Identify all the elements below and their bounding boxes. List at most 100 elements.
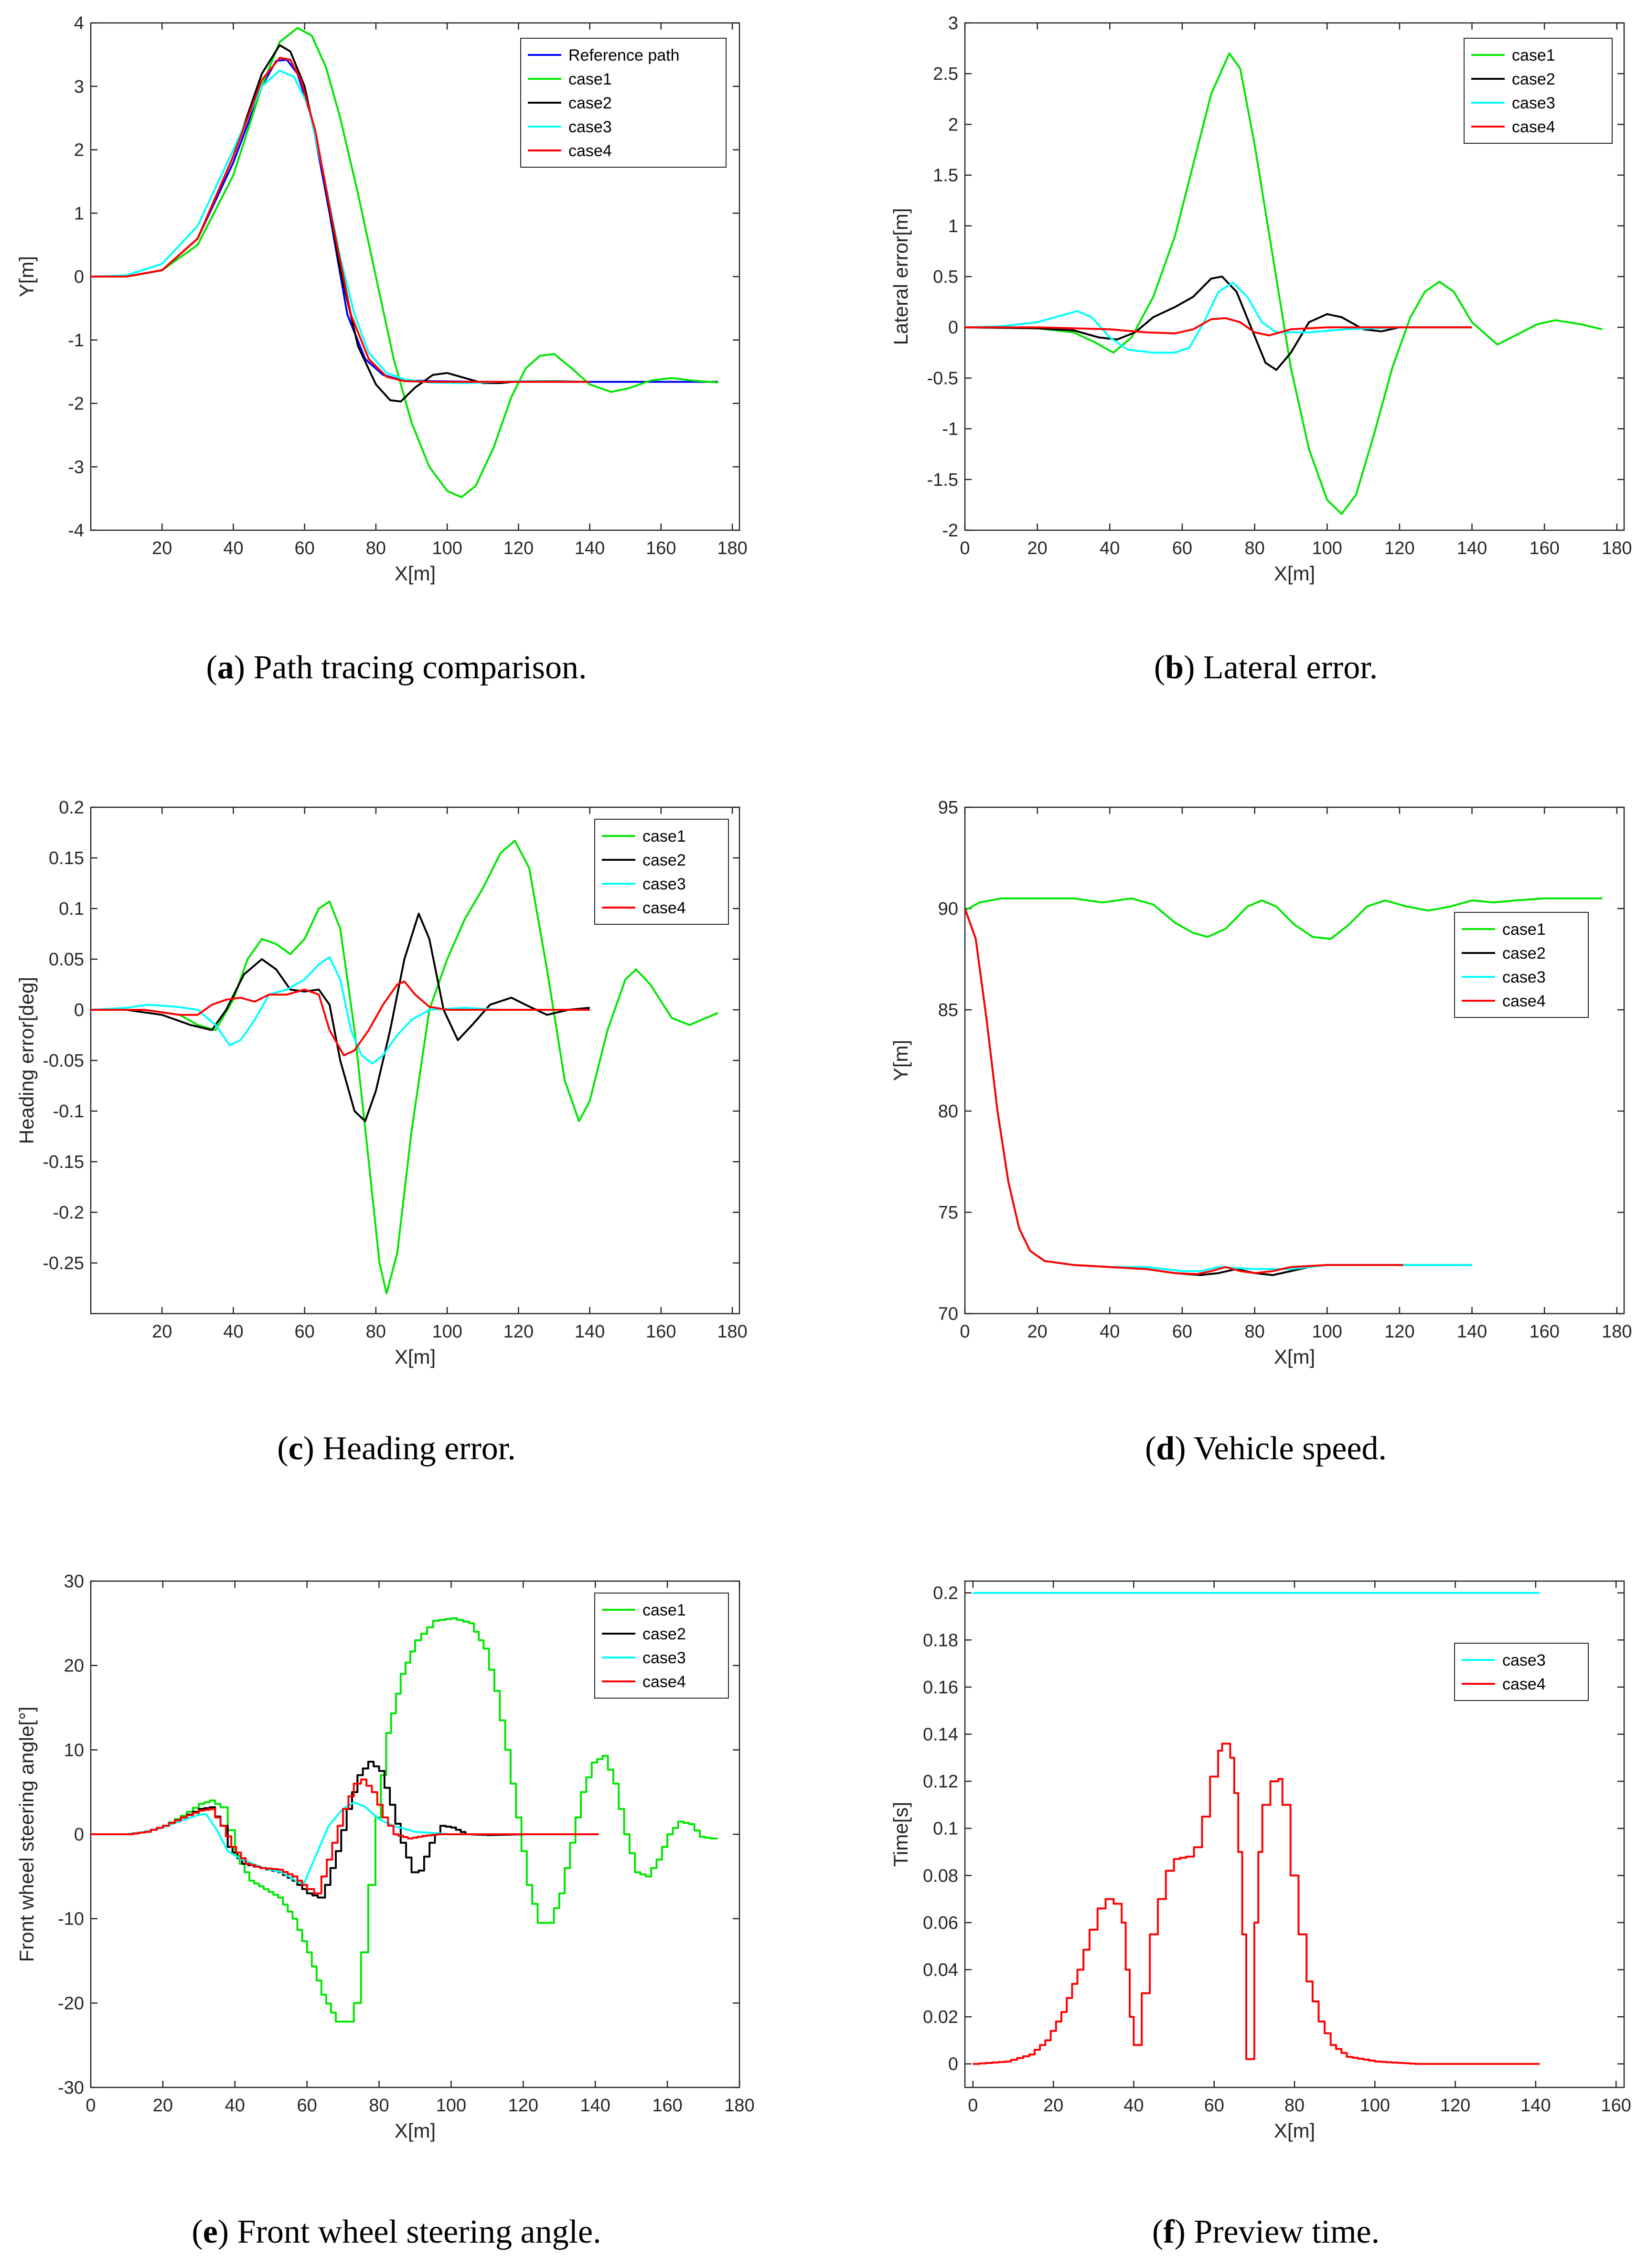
y-tick-label: -0.1 — [53, 1102, 84, 1122]
legend-label: case3 — [642, 875, 686, 893]
x-tick-label: 0 — [86, 2096, 96, 2116]
x-tick-label: 0 — [968, 2096, 978, 2116]
panel-b-lateral-error: 0 20 40 60 80 100 120 140 160 180 -2 -1.5 -1 -0.5 0 0.5… — [889, 13, 1632, 686]
caption-open-paren: ( — [192, 2214, 203, 2250]
caption-open-paren: ( — [1145, 1430, 1156, 1467]
figure-caption: (b) Lateral error. — [1154, 649, 1378, 686]
x-tick-label: 160 — [646, 1322, 676, 1342]
y-axis-label: Time[s] — [889, 1802, 912, 1867]
series-line-case1 — [965, 897, 1603, 940]
y-tick-label: 30 — [64, 1572, 84, 1592]
x-axis-label: X[m] — [395, 2119, 436, 2142]
x-tick-label: 100 — [432, 1322, 462, 1342]
y-tick-label: 0.15 — [49, 848, 84, 868]
x-tick-label: 0 — [960, 538, 970, 558]
y-tick-label: 80 — [938, 1102, 958, 1122]
y-tick-label: 95 — [938, 798, 958, 818]
legend-label: case1 — [642, 1601, 686, 1619]
x-tick-label: 0 — [960, 1322, 970, 1342]
panel-e-steering-angle: 0 20 40 60 80 100 120 140 160 180 -30 -20 -10 0 10 20 30… — [15, 1572, 755, 2250]
y-axis-label: Heading error[deg] — [15, 977, 38, 1144]
x-tick-label: 20 — [1043, 2096, 1063, 2116]
y-tick-label: -0.2 — [53, 1203, 84, 1223]
y-tick-label: -0.5 — [927, 368, 958, 388]
x-tick-label: 60 — [1204, 2096, 1224, 2116]
x-tick-label: 120 — [1384, 1322, 1414, 1342]
y-axis-label: Front wheel steering angle[°] — [15, 1706, 38, 1962]
figure-caption: (c) Heading error. — [277, 1430, 515, 1467]
legend-label: case3 — [1502, 1651, 1546, 1669]
x-tick-label: 140 — [1520, 2096, 1551, 2116]
x-tick-label: 40 — [225, 2096, 245, 2116]
y-tick-label: 0.02 — [923, 2007, 958, 2027]
y-tick-label: -4 — [68, 521, 84, 541]
caption-letter: d — [1156, 1430, 1175, 1467]
figure-caption: (f) Preview time. — [1152, 2214, 1380, 2250]
caption-close-paren: ) — [1175, 1430, 1186, 1467]
y-tick-label: 0.04 — [923, 1960, 958, 1980]
caption-letter: e — [203, 2214, 218, 2250]
y-tick-label: -0.05 — [43, 1051, 84, 1071]
y-tick-label: 0.16 — [923, 1678, 958, 1698]
legend-label: case3 — [642, 1649, 686, 1667]
x-tick-label: 60 — [1172, 538, 1192, 558]
x-tick-label: 20 — [1027, 1322, 1048, 1342]
y-tick-label: -2 — [942, 521, 958, 541]
x-tick-label: 40 — [1100, 1322, 1120, 1342]
legend-label: case4 — [1502, 992, 1546, 1010]
series-line-case4 — [91, 57, 590, 383]
caption-close-paren: ) — [1184, 649, 1195, 686]
caption-text: Front wheel steering angle. — [229, 2214, 601, 2250]
y-tick-label: -20 — [58, 1993, 84, 2013]
panel-c-heading-error: 20 40 60 80 100 120 140 160 180 -0.25 -0.2 -0.15 -0.… — [15, 798, 748, 1467]
y-tick-label: 0 — [948, 318, 958, 338]
x-tick-label: 100 — [1312, 538, 1342, 558]
series-line-case4 — [965, 317, 1472, 337]
legend-label: case4 — [642, 899, 686, 917]
series-line-case1 — [91, 27, 718, 498]
x-tick-label: 80 — [1244, 538, 1264, 558]
caption-open-paren: ( — [1152, 2214, 1163, 2250]
x-tick-label: 180 — [717, 538, 747, 558]
x-tick-label: 120 — [1384, 538, 1414, 558]
x-tick-label: 80 — [1284, 2096, 1305, 2116]
y-tick-label: 3 — [74, 77, 84, 97]
caption-letter: c — [289, 1430, 303, 1467]
y-tick-label: 70 — [938, 1304, 958, 1324]
caption-text: Preview time. — [1186, 2214, 1380, 2250]
x-tick-label: 20 — [1027, 538, 1048, 558]
y-tick-label: 4 — [74, 13, 84, 33]
legend-label: case4 — [568, 142, 612, 160]
y-tick-label: 0.12 — [923, 1772, 958, 1792]
y-axis-label: Y[m] — [889, 1040, 912, 1081]
x-tick-label: 180 — [1602, 538, 1632, 558]
y-tick-label: 0 — [948, 2054, 958, 2075]
caption-letter: f — [1163, 2214, 1175, 2250]
y-tick-label: 0.2 — [59, 798, 84, 818]
caption-letter: b — [1165, 649, 1184, 686]
x-tick-label: 100 — [1360, 2096, 1390, 2116]
legend-label: case2 — [1502, 944, 1546, 963]
x-tick-label: 20 — [152, 1322, 172, 1342]
y-tick-label: 0.1 — [933, 1819, 958, 1839]
y-tick-label: 1 — [948, 216, 958, 236]
legend-label: case2 — [568, 94, 612, 112]
y-tick-label: 0.14 — [923, 1724, 958, 1744]
x-tick-label: 120 — [508, 2096, 538, 2116]
panel-d-vehicle-speed: 0 20 40 60 80 100 120 140 160 180 70 75 80 85 90 95 X[m]… — [889, 798, 1632, 1467]
caption-close-paren: ) — [218, 2214, 229, 2250]
y-tick-label: -1 — [68, 331, 84, 351]
x-tick-label: 140 — [1457, 538, 1487, 558]
x-tick-label: 40 — [223, 538, 243, 558]
figure-caption: (a) Path tracing comparison. — [206, 649, 587, 686]
x-tick-label: 140 — [575, 1322, 605, 1342]
x-tick-label: 140 — [1457, 1322, 1487, 1342]
y-axis-label: Lateral error[m] — [889, 208, 912, 345]
x-axis-label: X[m] — [395, 1346, 436, 1368]
panel-f-preview-time: 0 20 40 60 80 100 120 140 160 0 0.02 0.04 0.06 0.08 0.… — [889, 1580, 1631, 2250]
x-axis-label: X[m] — [1274, 2119, 1315, 2142]
series-line-case4 — [91, 980, 590, 1057]
caption-close-paren: ) — [303, 1430, 314, 1467]
x-tick-label: 120 — [1440, 2096, 1470, 2116]
